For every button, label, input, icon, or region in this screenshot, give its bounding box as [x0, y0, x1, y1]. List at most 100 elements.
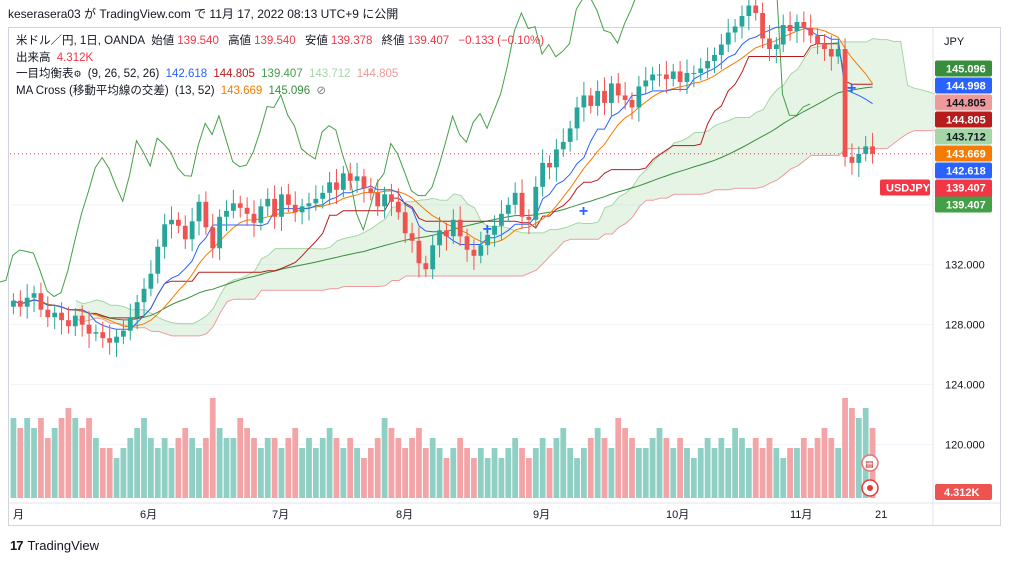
candle — [395, 201, 401, 213]
candle — [499, 213, 504, 226]
legend-ichimoku-params: (9, 26, 52, 26) — [87, 68, 160, 80]
volume-bar — [807, 448, 814, 498]
volume-bar — [677, 438, 684, 498]
volume-bar — [141, 418, 147, 498]
volume-bar — [629, 438, 635, 498]
price-label-box — [935, 111, 992, 128]
candle — [354, 176, 360, 181]
volume-bar — [560, 428, 567, 498]
volume-bar — [319, 438, 326, 498]
candle — [677, 71, 683, 82]
volume-bar — [367, 448, 374, 498]
x-tick-label: 10月 — [666, 509, 689, 521]
volume-bar — [44, 438, 51, 498]
candle — [107, 338, 113, 343]
candle — [794, 22, 800, 31]
volume-bar — [821, 428, 828, 498]
volume-bar — [347, 438, 354, 498]
candle — [361, 176, 367, 189]
candle — [801, 22, 807, 28]
candle — [760, 13, 766, 39]
candle — [59, 312, 64, 321]
volume-bar — [148, 438, 154, 498]
volume-bar — [512, 438, 519, 498]
candle — [148, 273, 154, 289]
candle — [375, 192, 381, 207]
chart-frame[interactable] — [8, 27, 1001, 526]
candle — [670, 71, 676, 79]
candle — [512, 192, 518, 205]
legend-symbol[interactable]: 米ドル／円, 1日, OANDA — [16, 35, 146, 47]
volume-bar — [780, 458, 787, 498]
candle — [773, 44, 779, 49]
legend-volume-label[interactable]: 出来高 — [16, 51, 51, 64]
volume-bar — [381, 418, 388, 498]
candle — [38, 293, 44, 310]
volume-bar — [477, 448, 484, 498]
volume-bar — [526, 458, 532, 498]
volume-bar — [333, 438, 340, 498]
legend-close: 139.407 — [407, 35, 450, 47]
legend-ma-params: (13, 52) — [174, 84, 215, 97]
candle — [540, 162, 546, 187]
legend-ma-label[interactable]: MA Cross (移動平均線の交差) — [16, 84, 169, 97]
volume-bar — [498, 458, 505, 498]
candle — [753, 5, 759, 14]
candle — [162, 224, 168, 247]
gear-icon[interactable]: ⚙ — [73, 69, 82, 79]
candle — [169, 219, 174, 225]
price-label: 144.805 — [946, 98, 986, 110]
ma-52-line — [13, 86, 873, 321]
volume-bar — [251, 438, 257, 498]
volume-bar — [223, 438, 230, 498]
tradingview-brand[interactable]: 17 TradingView — [10, 538, 99, 553]
volume-bar — [739, 438, 745, 498]
candle — [86, 324, 92, 334]
publish-caption: keserasera03 が TradingView.com で 11月 17,… — [8, 7, 399, 21]
volume-bar — [106, 448, 113, 498]
us-flag-icon — [861, 454, 879, 472]
volume-bar — [299, 448, 305, 498]
candle — [409, 233, 415, 241]
legend-volume-row: 出来高 4.312K — [16, 50, 547, 67]
jp-flag-dot — [867, 485, 873, 491]
candle — [464, 236, 470, 250]
volume-bar — [704, 438, 711, 498]
brand-name: TradingView — [27, 538, 100, 553]
legend-ichimoku-label[interactable]: 一目均衡表 — [16, 68, 74, 80]
candle — [732, 26, 738, 33]
legend-close-label: 終値 — [381, 35, 405, 47]
volume-bar — [17, 428, 24, 498]
candle — [203, 201, 209, 228]
candle — [526, 216, 532, 220]
tenkan-line — [13, 26, 873, 330]
legend-ichimoku-v2: 139.407 — [261, 68, 303, 80]
candle — [285, 194, 291, 205]
volume-bar — [862, 408, 869, 498]
candle — [265, 198, 271, 207]
price-label: 139.407 — [946, 200, 986, 212]
volume-bar — [828, 438, 835, 498]
candle — [863, 146, 869, 154]
candle — [237, 203, 243, 208]
volume-bar — [230, 438, 237, 498]
hide-icon[interactable]: ⊘ — [316, 84, 326, 97]
volume-label-box — [935, 484, 992, 500]
candle — [615, 83, 621, 96]
candle — [272, 198, 278, 217]
candle — [24, 297, 30, 307]
volume-bar — [567, 448, 574, 498]
volume-bar — [649, 438, 656, 498]
price-label: 144.998 — [946, 81, 986, 93]
candle — [72, 315, 78, 327]
candle — [767, 38, 772, 49]
candle — [698, 68, 704, 73]
candle — [485, 234, 491, 246]
volume-bar — [546, 448, 553, 498]
legend-high-label: 高値 — [228, 35, 252, 47]
candle — [815, 35, 820, 45]
price-label-box — [935, 162, 992, 179]
volume-bar — [835, 448, 842, 498]
candle — [175, 219, 181, 226]
